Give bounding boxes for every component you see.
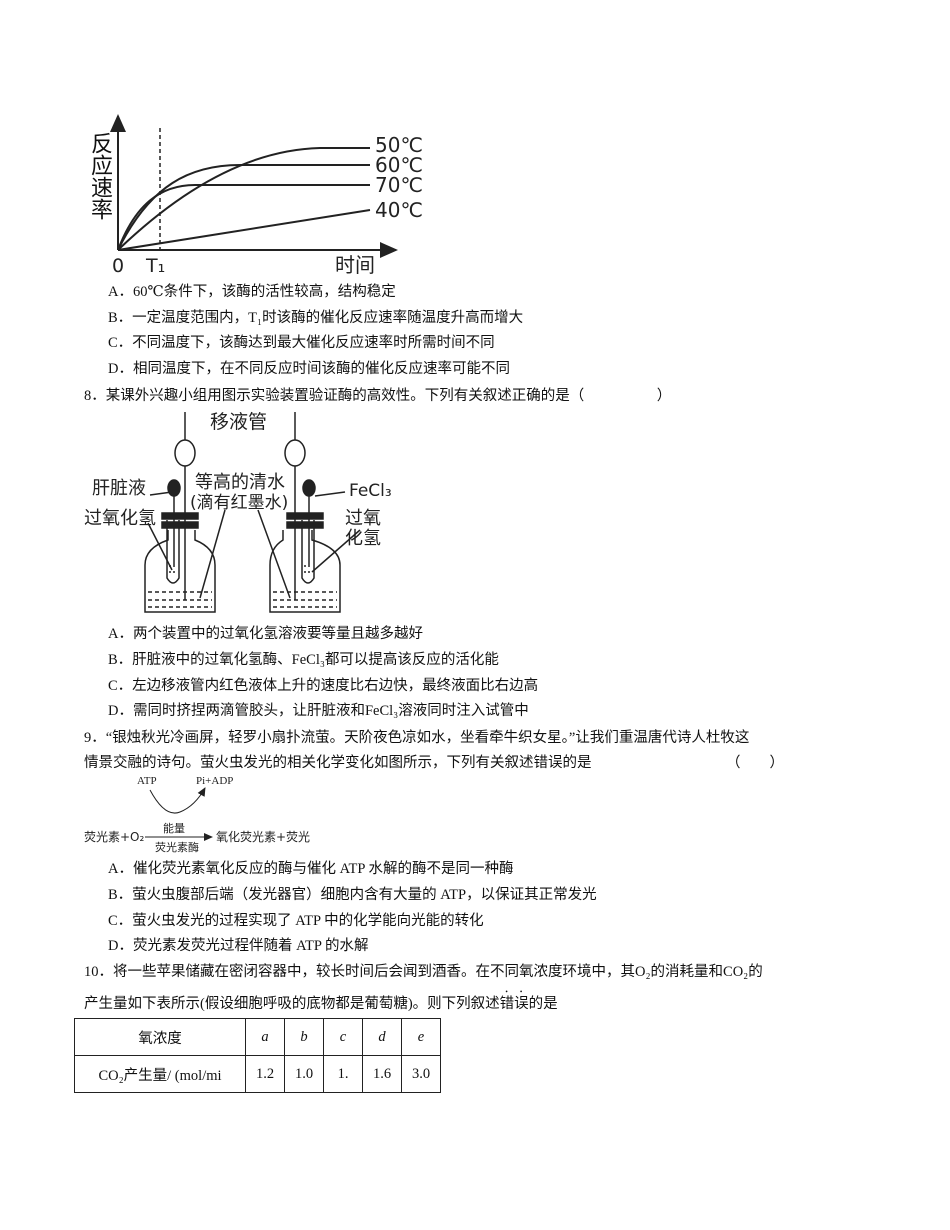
data-table: 氧浓度 a b c d e CO₂产生量/ (mol/mi 1.2 1.0 1.… xyxy=(74,1018,441,1093)
header-cell: b xyxy=(284,1018,324,1056)
header-cell: 氧浓度 xyxy=(74,1018,246,1056)
rate-graph xyxy=(110,114,398,258)
option: A．两个装置中的过氧化氢溶液要等量且越多越好 xyxy=(108,626,423,642)
option: C．左边移液管内红色液体上升的速度比右边快，最终液面比右边高 xyxy=(108,678,539,694)
option: D．荧光素发荧光过程伴随着 ATP 的水解 xyxy=(108,938,369,954)
curve-label: 60℃ xyxy=(375,153,423,177)
option: D．相同温度下，在不同反应时间该酶的催化反应速率可能不同 xyxy=(108,361,510,377)
label-water: 等高的清水 xyxy=(195,472,285,493)
curve-50 xyxy=(117,147,370,251)
cell: 1.6 xyxy=(362,1055,402,1093)
t1-label: T₁ xyxy=(145,255,165,277)
curve-70 xyxy=(117,184,370,251)
option: C．不同温度下，该酶达到最大催化反应速率时所需时间不同 xyxy=(108,335,495,351)
question-stem: 10．将一些苹果储藏在密闭容器中，较长时间后会闻到酒香。在不同氧浓度环境中，其O… xyxy=(84,964,763,980)
x-axis-label: 时间 xyxy=(335,253,375,277)
option: D．需同时挤捏两滴管胶头，让肝脏液和FeCl₃溶液同时注入试管中 xyxy=(108,703,529,719)
question-stem: 8．某课外兴趣小组用图示实验装置验证酶的高效性。下列有关叙述正确的是（ ） xyxy=(84,388,672,404)
option: B．一定温度范围内，T₁时该酶的催化反应速率随温度升高而增大 xyxy=(108,310,524,326)
label-enzyme: 荧光素酶 xyxy=(155,840,199,854)
cell: 3.0 xyxy=(401,1055,441,1093)
label-h2o2: 化氢 xyxy=(345,528,381,549)
option: B．萤火虫腹部后端（发光器官）细胞内含有大量的 ATP，以保证其正常发光 xyxy=(108,887,597,903)
question-stem: 产生量如下表所示(假设细胞呼吸的底物都是葡萄糖)。则下列叙述错误的是 xyxy=(84,988,558,1014)
label-products: 氧化荧光素+荧光 xyxy=(216,830,310,844)
header-cell: c xyxy=(323,1018,363,1056)
apparatus xyxy=(144,412,361,613)
cell: 1.0 xyxy=(284,1055,324,1093)
curve-label: 40℃ xyxy=(375,198,423,222)
option: C．萤火虫发光的过程实现了 ATP 中的化学能向光能的转化 xyxy=(108,913,484,929)
cell: CO₂产生量/ (mol/mi xyxy=(74,1055,246,1093)
option: A．催化荧光素氧化反应的酶与催化 ATP 水解的酶不是同一种酶 xyxy=(108,861,514,877)
label-ink: (滴有红墨水) xyxy=(190,493,288,513)
curve-label: 50℃ xyxy=(375,133,423,157)
label-pi-adp: Pi+ADP xyxy=(196,775,233,787)
curve-label: 70℃ xyxy=(375,173,423,197)
label-pipette: 移液管 xyxy=(210,411,267,433)
label-fecl3: FeCl₃ xyxy=(349,481,392,501)
label-liver: 肝脏液 xyxy=(92,478,146,499)
cell: 1. xyxy=(323,1055,363,1093)
reaction-diagram xyxy=(145,787,213,841)
curve-40 xyxy=(117,209,371,251)
origin-label: 0 xyxy=(112,255,124,277)
curve-60 xyxy=(117,164,370,251)
y-axis-label: 反应速率 xyxy=(87,132,112,220)
label-atp: ATP xyxy=(137,775,157,787)
question-stem: 情景交融的诗句。萤火虫发光的相关化学变化如图所示，下列有关叙述错误的是 xyxy=(84,755,592,771)
header-cell: e xyxy=(401,1018,441,1056)
answer-blank: （ ） xyxy=(726,755,784,771)
stem-emphasis: 错误 xyxy=(499,996,529,1012)
table-header: 氧浓度 a b c d e xyxy=(74,1018,441,1056)
option: A．60℃条件下，该酶的活性较高，结构稳定 xyxy=(108,284,396,300)
stem-text: 的是 xyxy=(528,996,558,1012)
header-cell: d xyxy=(362,1018,402,1056)
label-energy: 能量 xyxy=(163,821,185,835)
cell: 1.2 xyxy=(245,1055,285,1093)
right-bottle xyxy=(257,412,361,613)
table-row: CO₂产生量/ (mol/mi 1.2 1.0 1. 1.6 3.0 xyxy=(74,1055,441,1093)
label-h2o2: 过氧化氢 xyxy=(84,508,156,529)
option: B．肝脏液中的过氧化氢酶、FeCl₃都可以提高该反应的活化能 xyxy=(108,652,499,668)
header-cell: a xyxy=(245,1018,285,1056)
question-stem: 9．“银烛秋光冷画屏，轻罗小扇扑流萤。天阶夜色凉如水，坐看牵牛织女星。”让我们重… xyxy=(84,730,750,746)
stem-text: 产生量如下表所示(假设细胞呼吸的底物都是葡萄糖)。则下列叙述 xyxy=(84,996,500,1012)
label-reactants: 荧光素+O₂ xyxy=(84,830,145,844)
label-h2o2: 过氧 xyxy=(345,508,381,529)
left-bottle xyxy=(144,412,226,613)
